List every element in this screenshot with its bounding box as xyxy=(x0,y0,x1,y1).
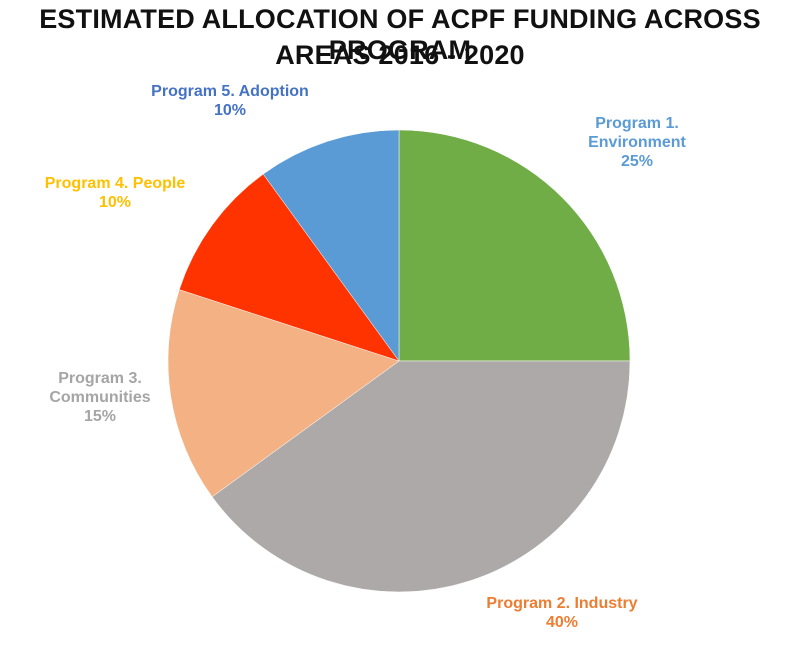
chart-title-line-2: AREAS 2016 - 2020 xyxy=(275,40,525,70)
slice-category-label: Program 1. xyxy=(595,115,679,132)
slice-category-label: Program 3. xyxy=(58,370,142,387)
slice-category-label: Environment xyxy=(588,134,686,151)
pie-slice-label-5: Program 5. Adoption 10% xyxy=(151,83,309,119)
pie-slice-2 xyxy=(211,360,631,593)
slice-value-label: 15% xyxy=(84,408,116,425)
chart-title-line-1: ESTIMATED ALLOCATION OF ACPF FUNDING ACR… xyxy=(39,4,761,65)
slice-value-label: 40% xyxy=(546,614,578,631)
slice-value-label: 10% xyxy=(99,194,131,211)
pie-slice-label-4: Program 4. People 10% xyxy=(45,175,186,211)
pie-slice-4 xyxy=(178,173,400,362)
slice-category-label: Program 5. Adoption xyxy=(151,83,309,100)
pie-slice-1 xyxy=(398,129,631,362)
pie-labels: Program 1. Environment 25% Program 2. Indus… xyxy=(45,83,687,631)
pie-slice-5 xyxy=(262,129,400,362)
slice-category-label: Communities xyxy=(49,389,150,406)
slice-category-label: Program 2. Industry xyxy=(486,595,637,612)
pie-slice-label-2: Program 2. Industry 40% xyxy=(486,595,637,631)
slice-value-label: 10% xyxy=(214,102,246,119)
pie-slice-label-3: Program 3. Communities 15% xyxy=(49,370,150,425)
pie-slice-3 xyxy=(167,289,400,498)
pie-slices xyxy=(167,129,631,593)
pie-slice-label-1: Program 1. Environment 25% xyxy=(588,115,686,170)
slice-category-label: Program 4. People xyxy=(45,175,186,192)
slice-value-label: 25% xyxy=(621,153,653,170)
